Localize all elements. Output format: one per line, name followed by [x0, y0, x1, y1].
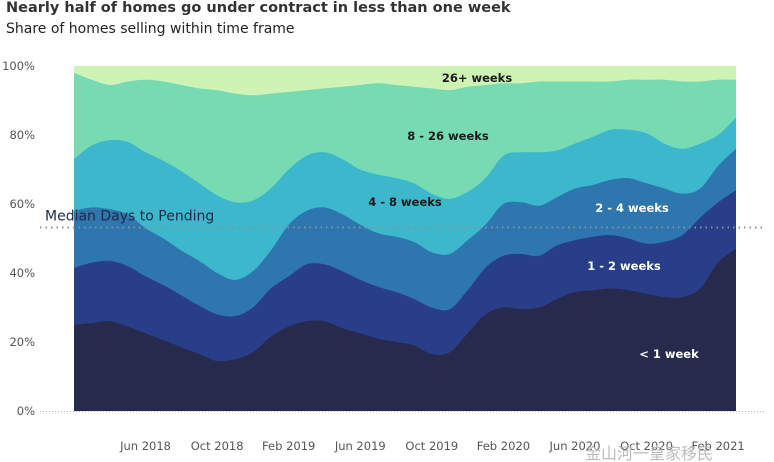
y-tick-label: 20% — [9, 335, 35, 349]
y-tick-label: 60% — [9, 197, 35, 211]
series-label-lt1w: < 1 week — [639, 347, 699, 361]
chart-subtitle: Share of homes selling within time frame — [6, 21, 295, 37]
x-tick-label: Oct 2020 — [620, 439, 673, 453]
area-lt-1-week — [74, 248, 736, 411]
watermark: 金山河一皇家移民 — [585, 444, 713, 462]
y-tick-label: 0% — [17, 404, 35, 418]
series-label-4-8w: 4 - 8 weeks — [368, 195, 442, 209]
x-tick-label: Jun 2020 — [549, 439, 601, 453]
y-tick-label: 40% — [9, 266, 35, 280]
series-label-1-2w: 1 - 2 weeks — [587, 259, 661, 273]
x-tick-label: Feb 2021 — [691, 439, 744, 453]
series-label-26w: 26+ weeks — [442, 71, 513, 85]
series-label-8-26w: 8 - 26 weeks — [407, 129, 489, 143]
x-tick-label: Oct 2018 — [191, 439, 244, 453]
x-tick-label: Oct 2019 — [405, 439, 458, 453]
y-tick-label: 100% — [2, 59, 35, 73]
chart-title: Nearly half of homes go under contract i… — [6, 0, 511, 16]
x-tick-label: Feb 2019 — [262, 439, 315, 453]
series-label-2-4w: 2 - 4 weeks — [595, 201, 669, 215]
y-tick-label: 80% — [9, 128, 35, 142]
x-tick-label: Jun 2019 — [334, 439, 386, 453]
x-tick-label: Feb 2020 — [477, 439, 530, 453]
x-tick-label: Jun 2018 — [119, 439, 171, 453]
median-label: Median Days to Pending — [45, 209, 214, 225]
